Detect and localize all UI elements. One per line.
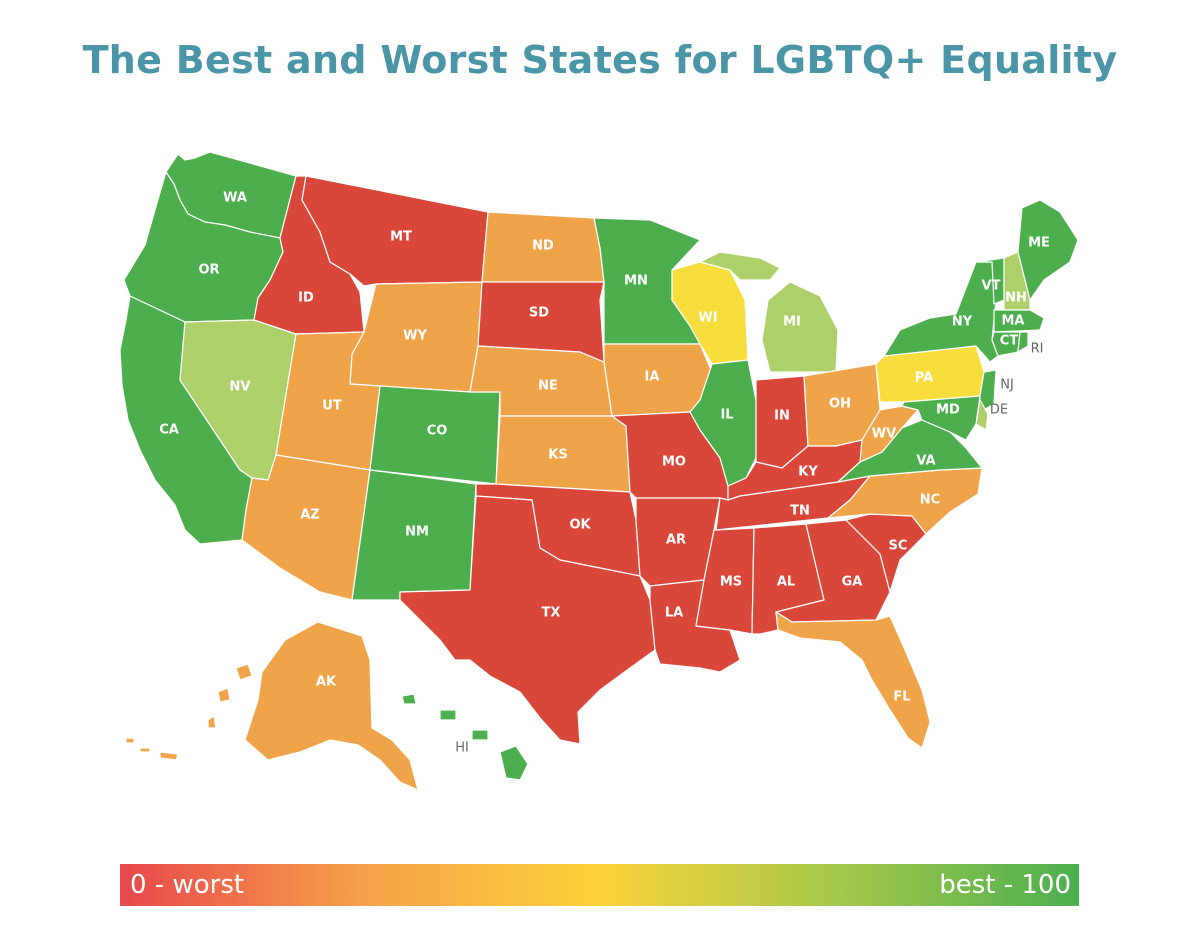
state-label-wy: WY [403,329,427,344]
state-label-mn: MN [624,274,648,289]
state-label-wa: WA [223,191,247,206]
state-label-ga: GA [842,575,863,590]
state-label-in: IN [774,409,790,424]
state-label-ar: AR [666,533,686,548]
state-md[interactable] [901,395,981,441]
state-label-oh: OH [829,397,851,412]
state-label-il: IL [720,408,733,423]
state-ri[interactable] [1017,331,1029,353]
state-label-ny: NY [952,315,973,330]
state-label-ne: NE [538,379,558,394]
state-ak-islands [125,737,179,761]
state-label-wv: WV [872,427,896,442]
state-label-ut: UT [322,399,342,414]
state-wv[interactable] [859,405,919,463]
state-label-co: CO [427,424,448,439]
state-label-nv: NV [230,380,251,395]
state-label-mi: MI [783,315,801,330]
state-label-mt: MT [390,230,412,245]
state-label-ia: IA [645,370,660,385]
state-hi[interactable] [401,693,529,781]
state-label-id: ID [298,291,314,306]
state-label-mo: MO [662,455,686,470]
state-label-nh: NH [1005,291,1027,306]
state-label-vt: VT [982,279,1001,294]
state-label-hi: HI [455,741,469,756]
state-label-nm: NM [405,525,429,540]
state-ct[interactable] [991,331,1021,357]
state-ak[interactable] [207,621,419,791]
state-me[interactable] [1017,199,1079,301]
legend-min-label: 0 - worst [130,870,245,900]
state-nj[interactable] [979,369,997,413]
state-label-nj: NJ [1000,378,1014,393]
state-label-al: AL [777,575,795,590]
state-label-ak: AK [316,675,337,690]
state-label-de: DE [990,403,1008,418]
state-label-la: LA [665,606,683,621]
legend-max-label: best - 100 [939,870,1071,900]
state-label-pa: PA [915,371,933,386]
state-label-me: ME [1028,236,1050,251]
state-label-ks: KS [548,448,567,463]
state-label-or: OR [198,263,219,278]
map-title: The Best and Worst States for LGBTQ+ Equ… [82,38,1118,82]
state-label-ri: RI [1031,342,1044,357]
state-label-va: VA [916,454,935,469]
state-label-tx: TX [542,606,561,621]
state-fl[interactable] [775,611,931,749]
state-label-md: MD [936,403,960,418]
state-label-ky: KY [798,465,818,480]
state-tx[interactable] [399,495,656,745]
state-label-sd: SD [529,306,549,321]
state-mi[interactable] [699,251,839,373]
score-legend: 0 - worst best - 100 [120,864,1079,906]
state-label-nd: ND [532,239,554,254]
state-co[interactable] [369,385,501,485]
state-ny[interactable] [883,261,999,363]
state-ma[interactable] [993,309,1045,333]
state-label-az: AZ [300,508,320,523]
state-nc[interactable] [827,467,983,535]
state-vt[interactable] [975,257,1005,305]
state-label-nc: NC [920,493,940,508]
state-label-ms: MS [720,575,742,590]
state-label-fl: FL [893,690,910,705]
state-label-sc: SC [889,539,908,554]
state-label-tn: TN [790,504,810,519]
state-label-ok: OK [569,518,591,533]
state-label-ct: CT [1000,334,1019,349]
state-label-ca: CA [159,423,179,438]
state-label-ma: MA [1002,314,1025,329]
state-label-wi: WI [698,311,717,326]
